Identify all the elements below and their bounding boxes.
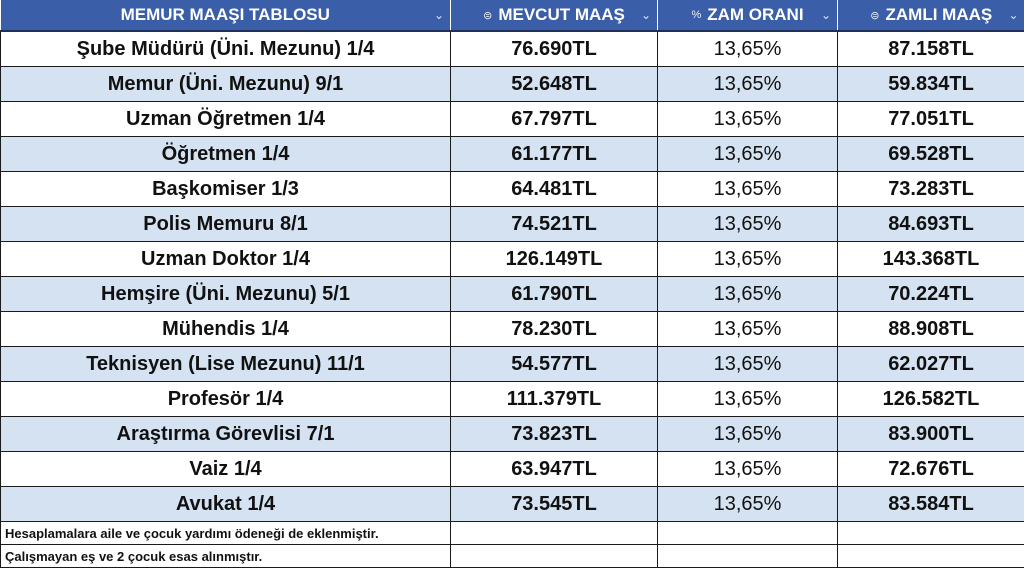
cell-position[interactable]: Polis Memuru 8/1 xyxy=(0,206,451,242)
cell-raised-salary[interactable]: 83.900TL xyxy=(837,416,1024,452)
table-row: Teknisyen (Lise Mezunu) 11/1 54.577TL 13… xyxy=(0,346,1024,382)
salary-table: MEMUR MAAŞI TABLOSU ⌄ ⊜ MEVCUT MAAŞ ⌄ % … xyxy=(0,0,1024,568)
cell-raised-salary[interactable]: 87.158TL xyxy=(837,30,1024,67)
empty-cell[interactable] xyxy=(837,521,1024,545)
column-header-raised-salary-label: ZAMLI MAAŞ xyxy=(885,5,993,24)
cell-current-salary[interactable]: 76.690TL xyxy=(450,30,658,67)
cell-position[interactable]: Şube Müdürü (Üni. Mezunu) 1/4 xyxy=(0,30,451,67)
cell-raised-salary[interactable]: 73.283TL xyxy=(837,171,1024,207)
cell-position[interactable]: Mühendis 1/4 xyxy=(0,311,451,347)
cell-raise-rate[interactable]: 13,65% xyxy=(657,101,838,137)
table-row: Hemşire (Üni. Mezunu) 5/1 61.790TL 13,65… xyxy=(0,276,1024,312)
cell-position[interactable]: Araştırma Görevlisi 7/1 xyxy=(0,416,451,452)
cell-current-salary[interactable]: 74.521TL xyxy=(450,206,658,242)
header-row: MEMUR MAAŞI TABLOSU ⌄ ⊜ MEVCUT MAAŞ ⌄ % … xyxy=(0,0,1024,32)
table-row: Mühendis 1/4 78.230TL 13,65% 88.908TL xyxy=(0,311,1024,347)
table-row: Polis Memuru 8/1 74.521TL 13,65% 84.693T… xyxy=(0,206,1024,242)
cell-raised-salary[interactable]: 88.908TL xyxy=(837,311,1024,347)
column-header-title[interactable]: MEMUR MAAŞI TABLOSU ⌄ xyxy=(0,0,451,32)
column-header-current-salary[interactable]: ⊜ MEVCUT MAAŞ ⌄ xyxy=(450,0,658,32)
percent-type-icon: % xyxy=(691,9,702,21)
cell-raise-rate[interactable]: 13,65% xyxy=(657,486,838,522)
cell-current-salary[interactable]: 126.149TL xyxy=(450,241,658,277)
cell-position[interactable]: Teknisyen (Lise Mezunu) 11/1 xyxy=(0,346,451,382)
cell-current-salary[interactable]: 111.379TL xyxy=(450,381,658,417)
column-header-title-label: MEMUR MAAŞI TABLOSU xyxy=(120,5,330,24)
cell-raise-rate[interactable]: 13,65% xyxy=(657,451,838,487)
cell-position[interactable]: Profesör 1/4 xyxy=(0,381,451,417)
cell-raised-salary[interactable]: 72.676TL xyxy=(837,451,1024,487)
cell-raise-rate[interactable]: 13,65% xyxy=(657,241,838,277)
cell-raise-rate[interactable]: 13,65% xyxy=(657,30,838,67)
table-row: Avukat 1/4 73.545TL 13,65% 83.584TL xyxy=(0,486,1024,522)
cell-position[interactable]: Avukat 1/4 xyxy=(0,486,451,522)
filter-chevron-icon[interactable]: ⌄ xyxy=(820,8,831,22)
cell-raised-salary[interactable]: 143.368TL xyxy=(837,241,1024,277)
cell-raise-rate[interactable]: 13,65% xyxy=(657,66,838,102)
cell-raised-salary[interactable]: 59.834TL xyxy=(837,66,1024,102)
table-row: Şube Müdürü (Üni. Mezunu) 1/4 76.690TL 1… xyxy=(0,30,1024,67)
cell-position[interactable]: Uzman Öğretmen 1/4 xyxy=(0,101,451,137)
empty-cell[interactable] xyxy=(657,544,838,568)
cell-raise-rate[interactable]: 13,65% xyxy=(657,136,838,172)
cell-raise-rate[interactable]: 13,65% xyxy=(657,416,838,452)
note-row: Hesaplamalara aile ve çocuk yardımı öden… xyxy=(0,521,1024,545)
cell-current-salary[interactable]: 73.823TL xyxy=(450,416,658,452)
cell-raised-salary[interactable]: 77.051TL xyxy=(837,101,1024,137)
cell-raise-rate[interactable]: 13,65% xyxy=(657,206,838,242)
table-row: Uzman Doktor 1/4 126.149TL 13,65% 143.36… xyxy=(0,241,1024,277)
cell-current-salary[interactable]: 63.947TL xyxy=(450,451,658,487)
cell-position[interactable]: Öğretmen 1/4 xyxy=(0,136,451,172)
cell-raise-rate[interactable]: 13,65% xyxy=(657,346,838,382)
cell-current-salary[interactable]: 61.790TL xyxy=(450,276,658,312)
empty-cell[interactable] xyxy=(657,521,838,545)
currency-type-icon: ⊜ xyxy=(870,9,880,22)
note-allowance[interactable]: Hesaplamalara aile ve çocuk yardımı öden… xyxy=(0,521,451,545)
cell-raise-rate[interactable]: 13,65% xyxy=(657,171,838,207)
cell-current-salary[interactable]: 61.177TL xyxy=(450,136,658,172)
table-row: Profesör 1/4 111.379TL 13,65% 126.582TL xyxy=(0,381,1024,417)
table-row: Öğretmen 1/4 61.177TL 13,65% 69.528TL xyxy=(0,136,1024,172)
table-row: Başkomiser 1/3 64.481TL 13,65% 73.283TL xyxy=(0,171,1024,207)
column-header-raise-rate-label: ZAM ORANI xyxy=(707,5,804,24)
cell-current-salary[interactable]: 73.545TL xyxy=(450,486,658,522)
column-header-current-salary-label: MEVCUT MAAŞ xyxy=(498,5,625,24)
cell-position[interactable]: Memur (Üni. Mezunu) 9/1 xyxy=(0,66,451,102)
cell-raise-rate[interactable]: 13,65% xyxy=(657,381,838,417)
empty-cell[interactable] xyxy=(450,544,658,568)
table-row: Araştırma Görevlisi 7/1 73.823TL 13,65% … xyxy=(0,416,1024,452)
cell-raised-salary[interactable]: 83.584TL xyxy=(837,486,1024,522)
table-row: Memur (Üni. Mezunu) 9/1 52.648TL 13,65% … xyxy=(0,66,1024,102)
filter-chevron-icon[interactable]: ⌄ xyxy=(1008,8,1019,22)
cell-current-salary[interactable]: 54.577TL xyxy=(450,346,658,382)
cell-current-salary[interactable]: 64.481TL xyxy=(450,171,658,207)
cell-position[interactable]: Vaiz 1/4 xyxy=(0,451,451,487)
cell-raise-rate[interactable]: 13,65% xyxy=(657,276,838,312)
empty-cell[interactable] xyxy=(837,544,1024,568)
table-row: Uzman Öğretmen 1/4 67.797TL 13,65% 77.05… xyxy=(0,101,1024,137)
column-header-raise-rate[interactable]: % ZAM ORANI ⌄ xyxy=(657,0,838,32)
cell-raised-salary[interactable]: 84.693TL xyxy=(837,206,1024,242)
filter-chevron-icon[interactable]: ⌄ xyxy=(433,8,444,22)
cell-current-salary[interactable]: 67.797TL xyxy=(450,101,658,137)
cell-position[interactable]: Uzman Doktor 1/4 xyxy=(0,241,451,277)
note-row: Çalışmayan eş ve 2 çocuk esas alınmıştır… xyxy=(0,544,1024,568)
cell-current-salary[interactable]: 78.230TL xyxy=(450,311,658,347)
empty-cell[interactable] xyxy=(450,521,658,545)
column-header-raised-salary[interactable]: ⊜ ZAMLI MAAŞ ⌄ xyxy=(837,0,1024,32)
note-assumption[interactable]: Çalışmayan eş ve 2 çocuk esas alınmıştır… xyxy=(0,544,451,568)
cell-raised-salary[interactable]: 62.027TL xyxy=(837,346,1024,382)
cell-raised-salary[interactable]: 69.528TL xyxy=(837,136,1024,172)
cell-current-salary[interactable]: 52.648TL xyxy=(450,66,658,102)
cell-raise-rate[interactable]: 13,65% xyxy=(657,311,838,347)
cell-raised-salary[interactable]: 70.224TL xyxy=(837,276,1024,312)
cell-position[interactable]: Başkomiser 1/3 xyxy=(0,171,451,207)
cell-position[interactable]: Hemşire (Üni. Mezunu) 5/1 xyxy=(0,276,451,312)
cell-raised-salary[interactable]: 126.582TL xyxy=(837,381,1024,417)
table-row: Vaiz 1/4 63.947TL 13,65% 72.676TL xyxy=(0,451,1024,487)
currency-type-icon: ⊜ xyxy=(483,9,493,22)
filter-chevron-icon[interactable]: ⌄ xyxy=(640,8,651,22)
